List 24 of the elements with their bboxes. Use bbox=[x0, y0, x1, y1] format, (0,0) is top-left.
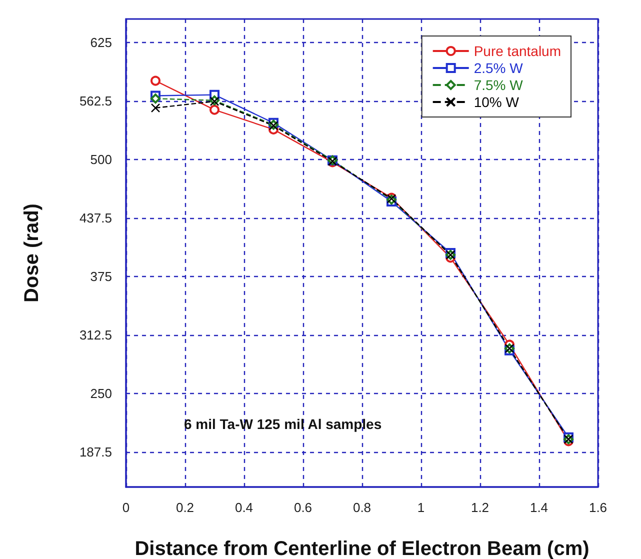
y-tick-label: 250 bbox=[90, 386, 112, 401]
x-tick-label: 1 bbox=[417, 500, 425, 515]
y-tick-label: 187.5 bbox=[79, 444, 112, 460]
x-tick-label: 1.4 bbox=[530, 500, 548, 515]
x-tick-label: 0 bbox=[122, 500, 130, 515]
x-tick-label: 0.4 bbox=[234, 500, 254, 515]
x-tick-label: 0.6 bbox=[294, 500, 312, 515]
y-tick-label: 625 bbox=[90, 34, 112, 50]
y-axis-title: Dose (rad) bbox=[21, 204, 43, 302]
x-tick-label: 0.2 bbox=[176, 500, 194, 515]
x-tick-label: 0.8 bbox=[352, 500, 372, 515]
x-axis-title: Distance from Centerline of Electron Beam (cm) bbox=[134, 538, 590, 559]
y-tick-label: 562.5 bbox=[79, 93, 112, 108]
legend-label: 10% W bbox=[474, 94, 520, 110]
x-tick-label: 1.2 bbox=[470, 500, 490, 515]
y-tick-label: 500 bbox=[90, 152, 112, 167]
y-tick-label: 312.5 bbox=[79, 327, 112, 342]
legend-label: 2.5% W bbox=[474, 60, 524, 76]
annotation: 6 mil Ta-W 125 mil Al samples bbox=[184, 416, 382, 432]
legend-label: Pure tantalum bbox=[474, 43, 562, 59]
y-tick-label: 437.5 bbox=[79, 210, 112, 226]
legend-label: 7.5% W bbox=[474, 77, 524, 93]
x-tick-label: 1.6 bbox=[588, 500, 608, 515]
y-tick-label: 375 bbox=[90, 268, 112, 284]
